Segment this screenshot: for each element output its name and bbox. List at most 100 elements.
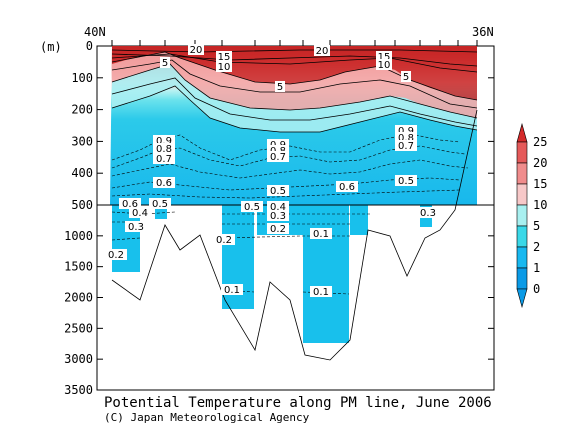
y-axis-label: (m) — [40, 40, 62, 54]
contour-label: 20 — [190, 45, 203, 56]
credit-text: (C) Japan Meteorological Agency — [104, 411, 310, 424]
contour-label-box — [221, 284, 243, 295]
contour-label-box — [188, 44, 204, 55]
bottom-topography — [111, 109, 478, 361]
colorbar-segment — [516, 204, 528, 227]
y-tick-label: 500 — [71, 198, 93, 212]
y-tick-label: 3000 — [64, 352, 93, 366]
light-layer — [112, 64, 477, 132]
contour-label: 0.9 — [398, 126, 414, 137]
y-tick-label: 2000 — [64, 291, 93, 305]
contour-label: 0.4 — [132, 208, 148, 219]
contour-label-box — [153, 177, 175, 188]
contour-label: 0.2 — [216, 235, 232, 246]
contour-label: 0.7 — [156, 154, 172, 165]
contour-label-box — [125, 221, 147, 232]
contour-label: 0.7 — [398, 141, 414, 152]
colorbar-segment — [516, 141, 528, 164]
station-ticks — [111, 40, 478, 46]
chart-title: Potential Temperature along PM line, Jun… — [104, 395, 492, 411]
contour-label: 0.9 — [156, 136, 172, 147]
contour-label-box — [275, 81, 285, 92]
contour-label: 0.6 — [122, 199, 138, 210]
right-ticks — [488, 45, 494, 391]
contour-label-box — [216, 51, 232, 62]
y-tick-label: 400 — [71, 166, 93, 180]
contour-label: 0.8 — [398, 133, 414, 144]
x-start-label: 40N — [84, 25, 106, 39]
contour-label-box — [417, 207, 439, 218]
colorbar-label: 25 — [533, 135, 547, 149]
y-axis: 0 100 200 300 400 500 1000 1500 2000 2500 3000 3500 — [64, 39, 103, 397]
y-tick-label: 300 — [71, 134, 93, 148]
contour-label-box — [310, 286, 332, 297]
contour-label-box — [129, 207, 151, 218]
y-tick-label: 3500 — [64, 383, 93, 397]
contour-label-box — [395, 132, 417, 143]
y-tick-label: 0 — [86, 39, 93, 53]
contour-label: 0.6 — [339, 182, 355, 193]
contour-label-box — [376, 59, 392, 70]
contour-label: 0.3 — [420, 208, 436, 219]
contour-label-box — [336, 181, 358, 192]
contour-label-box — [401, 71, 411, 82]
contour-label: 0.5 — [244, 202, 260, 213]
colorbar-label: 5 — [533, 219, 540, 233]
contour-label: 5 — [403, 72, 409, 83]
contour-label: 0.5 — [152, 199, 168, 210]
y-tick-label: 1000 — [64, 229, 93, 243]
contour-label: 0.1 — [313, 287, 329, 298]
contour-label: 5 — [277, 82, 283, 93]
contour-label: 0.4 — [270, 202, 286, 213]
contour-label: 10 — [378, 60, 391, 71]
contour-label: 5 — [162, 58, 168, 69]
contour-label: 0.5 — [270, 186, 286, 197]
contour-label-box — [314, 45, 330, 56]
contour-label: 10 — [218, 62, 231, 73]
colorbar-top-arrow — [516, 122, 528, 143]
colorbar-segment — [516, 267, 528, 290]
contour-label: 0.2 — [270, 224, 286, 235]
contour-label: 15 — [218, 52, 231, 63]
contour-label-box — [267, 210, 289, 221]
contour-label-box — [160, 57, 170, 68]
contour-label-box — [395, 125, 417, 136]
contour-label-box — [395, 140, 417, 151]
colorbar-label: 2 — [533, 240, 540, 254]
colorbar-label: 0 — [533, 282, 540, 296]
y-tick-label: 1500 — [64, 260, 93, 274]
contour-label-box — [149, 198, 171, 209]
contour-label-box — [395, 175, 417, 186]
colorbar-label: 10 — [533, 198, 547, 212]
y-tick-label: 100 — [71, 71, 93, 85]
contour-label: 0.3 — [270, 211, 286, 222]
contour-label-box — [267, 223, 289, 234]
colorbar-segment — [516, 246, 528, 269]
y-tick-label: 2500 — [64, 321, 93, 335]
contour-label-box — [376, 51, 392, 62]
contour-label-box — [310, 228, 332, 239]
contour-label-box — [153, 135, 175, 146]
contour-label: 0.1 — [313, 229, 329, 240]
contour-label: 0.7 — [270, 152, 286, 163]
contour-label-box — [216, 61, 232, 72]
contour-label-box — [267, 201, 289, 212]
contour-label: 0.5 — [398, 176, 414, 187]
contour-label-box — [213, 234, 235, 245]
colorbar-bottom-arrow — [516, 288, 528, 309]
contour-label: 0.3 — [128, 222, 144, 233]
contour-labels: 2015105201510550.90.80.70.60.90.80.70.50… — [105, 44, 439, 298]
contour-label-box — [267, 145, 289, 156]
contour-label-box — [267, 139, 289, 150]
contour-label: 15 — [378, 52, 391, 63]
colorbar-label: 15 — [533, 177, 547, 191]
contour-label: 0.1 — [224, 285, 240, 296]
colorbar-label: 1 — [533, 261, 540, 275]
contour-label: 0.8 — [156, 144, 172, 155]
contour-label-box — [153, 143, 175, 154]
contour-label-box — [105, 249, 127, 260]
contour-label-box — [153, 153, 175, 164]
colorbar-label: 20 — [533, 156, 547, 170]
